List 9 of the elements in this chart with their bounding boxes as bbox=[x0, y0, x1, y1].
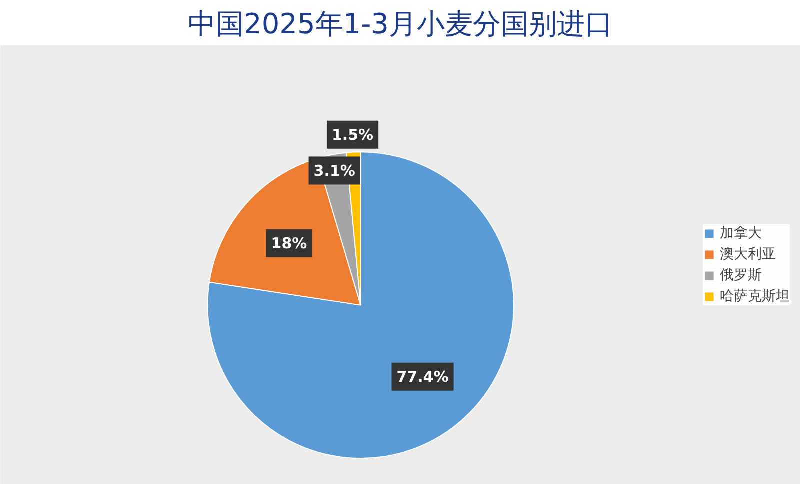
legend-label: 哈萨克斯坦 bbox=[720, 287, 790, 305]
data-label: 77.4% bbox=[396, 368, 449, 386]
legend-label: 俄罗斯 bbox=[720, 266, 762, 284]
chart-title: 中国2025年1-3月小麦分国别进口 bbox=[188, 8, 614, 40]
legend-label: 加拿大 bbox=[720, 224, 762, 242]
data-label: 1.5% bbox=[332, 126, 374, 144]
legend-label: 澳大利亚 bbox=[720, 245, 776, 263]
data-label: 3.1% bbox=[314, 162, 356, 180]
data-label: 18% bbox=[271, 234, 308, 252]
